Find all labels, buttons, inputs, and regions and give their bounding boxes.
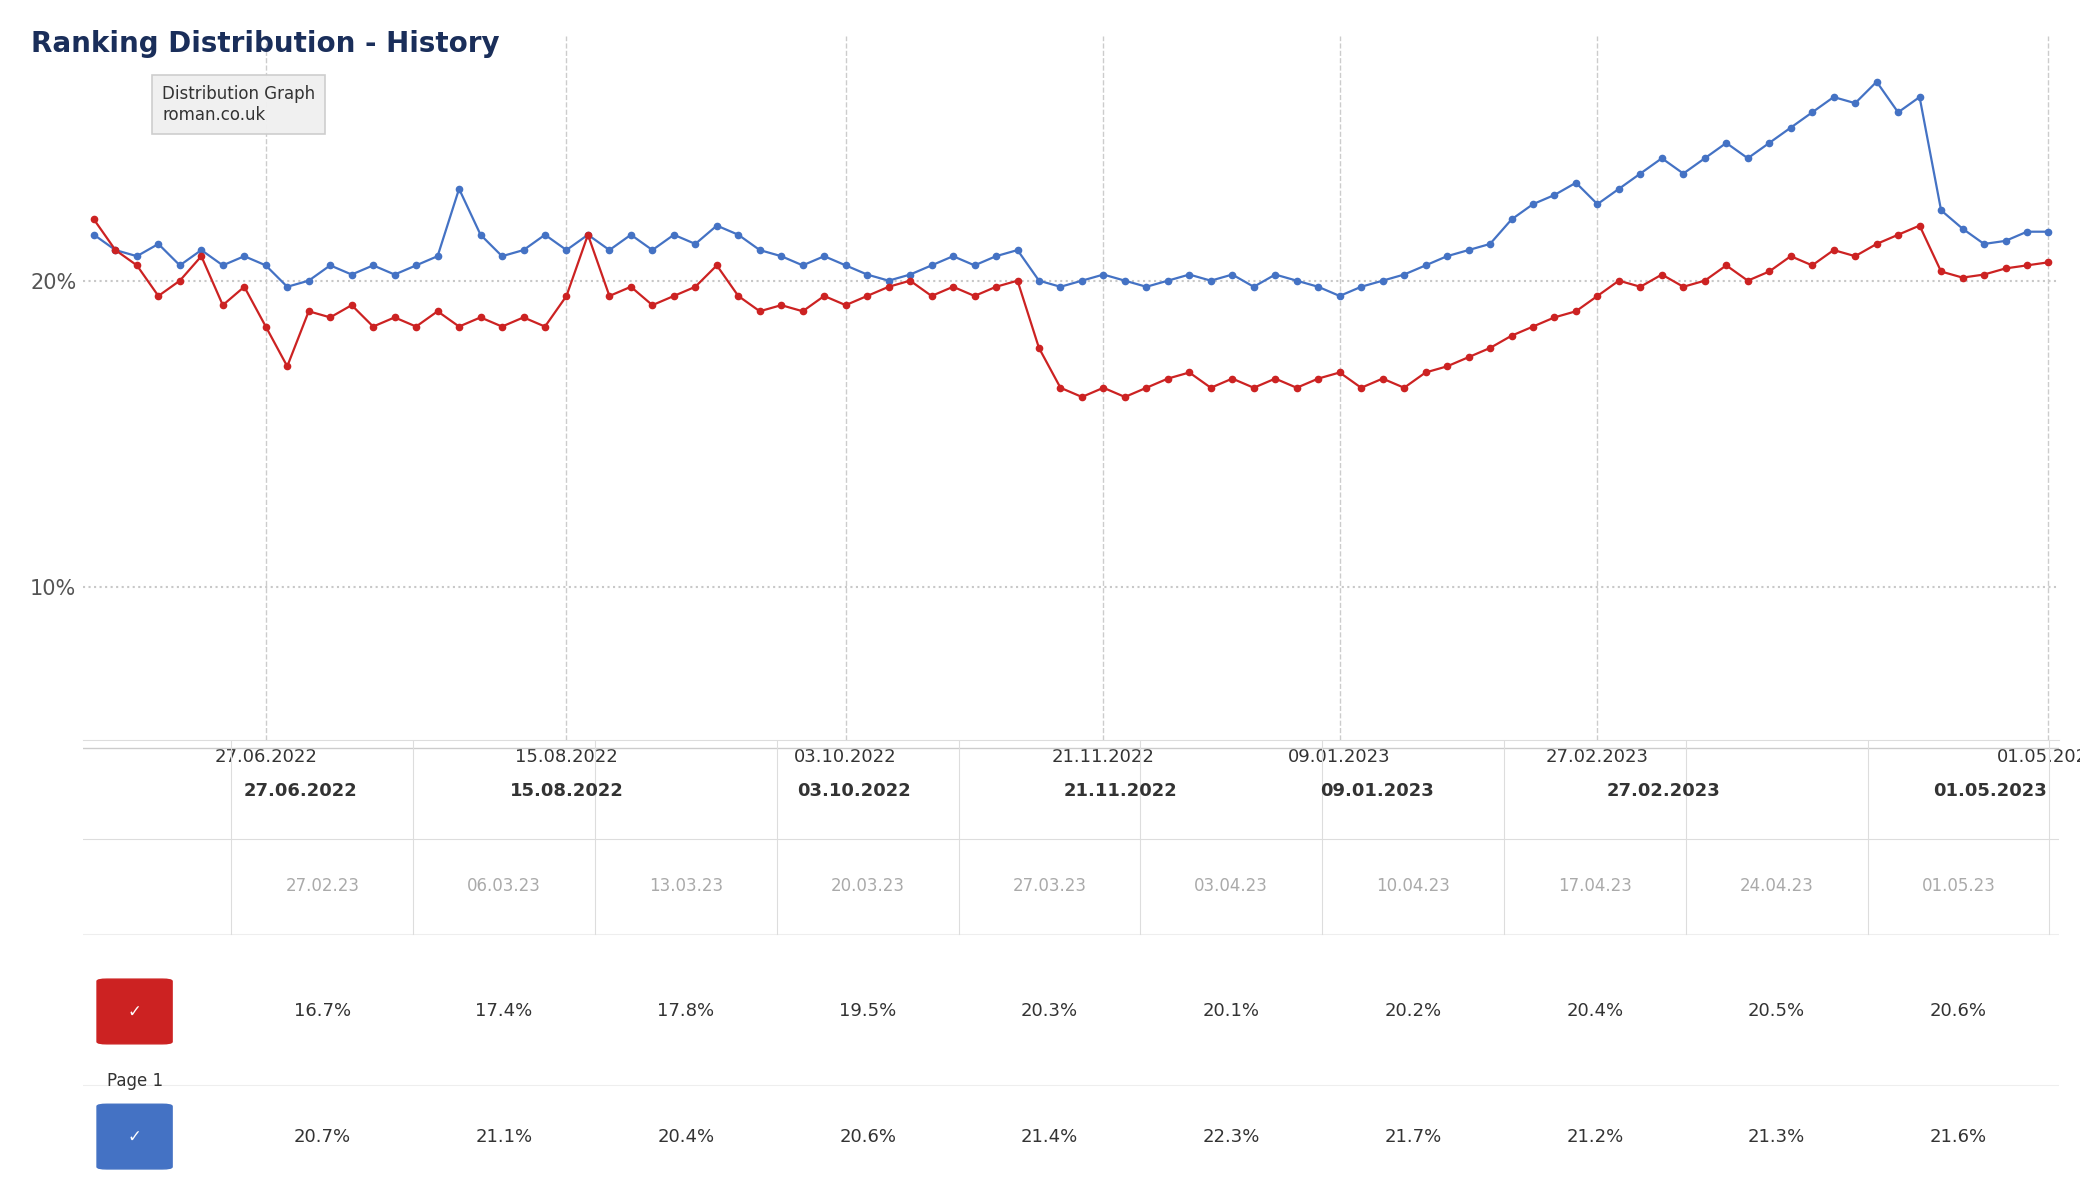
Text: 09.01.2023: 09.01.2023	[1321, 783, 1435, 801]
FancyBboxPatch shape	[98, 979, 173, 1044]
Text: 13.03.23: 13.03.23	[649, 877, 724, 895]
Text: 01.05.2023: 01.05.2023	[1932, 783, 2047, 801]
Text: 20.1%: 20.1%	[1202, 1003, 1260, 1021]
Text: 20.7%: 20.7%	[293, 1128, 352, 1146]
Text: 21.2%: 21.2%	[1566, 1128, 1624, 1146]
Text: 24.04.23: 24.04.23	[1739, 877, 1814, 895]
Text: 17.04.23: 17.04.23	[1558, 877, 1633, 895]
Text: 27.02.2023: 27.02.2023	[1608, 783, 1720, 801]
Text: 21.11.2022: 21.11.2022	[1063, 783, 1177, 801]
Text: 20.6%: 20.6%	[838, 1128, 896, 1146]
Text: 20.3%: 20.3%	[1021, 1003, 1077, 1021]
Text: 20.5%: 20.5%	[1747, 1003, 1805, 1021]
Text: 10.04.23: 10.04.23	[1377, 877, 1450, 895]
Text: 17.4%: 17.4%	[476, 1003, 532, 1021]
Text: 19.5%: 19.5%	[838, 1003, 896, 1021]
Text: 17.8%: 17.8%	[657, 1003, 713, 1021]
Text: ✓: ✓	[127, 1003, 141, 1021]
Text: 20.03.23: 20.03.23	[830, 877, 905, 895]
Text: 21.3%: 21.3%	[1747, 1128, 1805, 1146]
Text: 22.3%: 22.3%	[1202, 1128, 1260, 1146]
Text: 06.03.23: 06.03.23	[468, 877, 541, 895]
Text: 27.02.23: 27.02.23	[285, 877, 360, 895]
Text: 15.08.2022: 15.08.2022	[510, 783, 624, 801]
Text: 03.10.2022: 03.10.2022	[797, 783, 911, 801]
Text: 27.06.2022: 27.06.2022	[243, 783, 358, 801]
Text: 20.6%: 20.6%	[1930, 1003, 1986, 1021]
Text: 21.1%: 21.1%	[476, 1128, 532, 1146]
Text: 20.4%: 20.4%	[657, 1128, 713, 1146]
Text: 21.7%: 21.7%	[1385, 1128, 1441, 1146]
Text: 20.2%: 20.2%	[1385, 1003, 1441, 1021]
Text: Ranking Distribution - History: Ranking Distribution - History	[31, 30, 499, 57]
Text: 21.4%: 21.4%	[1021, 1128, 1077, 1146]
FancyBboxPatch shape	[98, 1104, 173, 1169]
Text: 27.03.23: 27.03.23	[1013, 877, 1086, 895]
Text: 03.04.23: 03.04.23	[1194, 877, 1269, 895]
Text: 01.05.23: 01.05.23	[1922, 877, 1995, 895]
Text: Distribution Graph
roman.co.uk: Distribution Graph roman.co.uk	[162, 85, 316, 124]
Text: 21.6%: 21.6%	[1930, 1128, 1986, 1146]
Text: ✓: ✓	[127, 1128, 141, 1146]
Text: 20.4%: 20.4%	[1566, 1003, 1622, 1021]
Text: Page 1: Page 1	[106, 1072, 162, 1090]
Text: 16.7%: 16.7%	[293, 1003, 352, 1021]
